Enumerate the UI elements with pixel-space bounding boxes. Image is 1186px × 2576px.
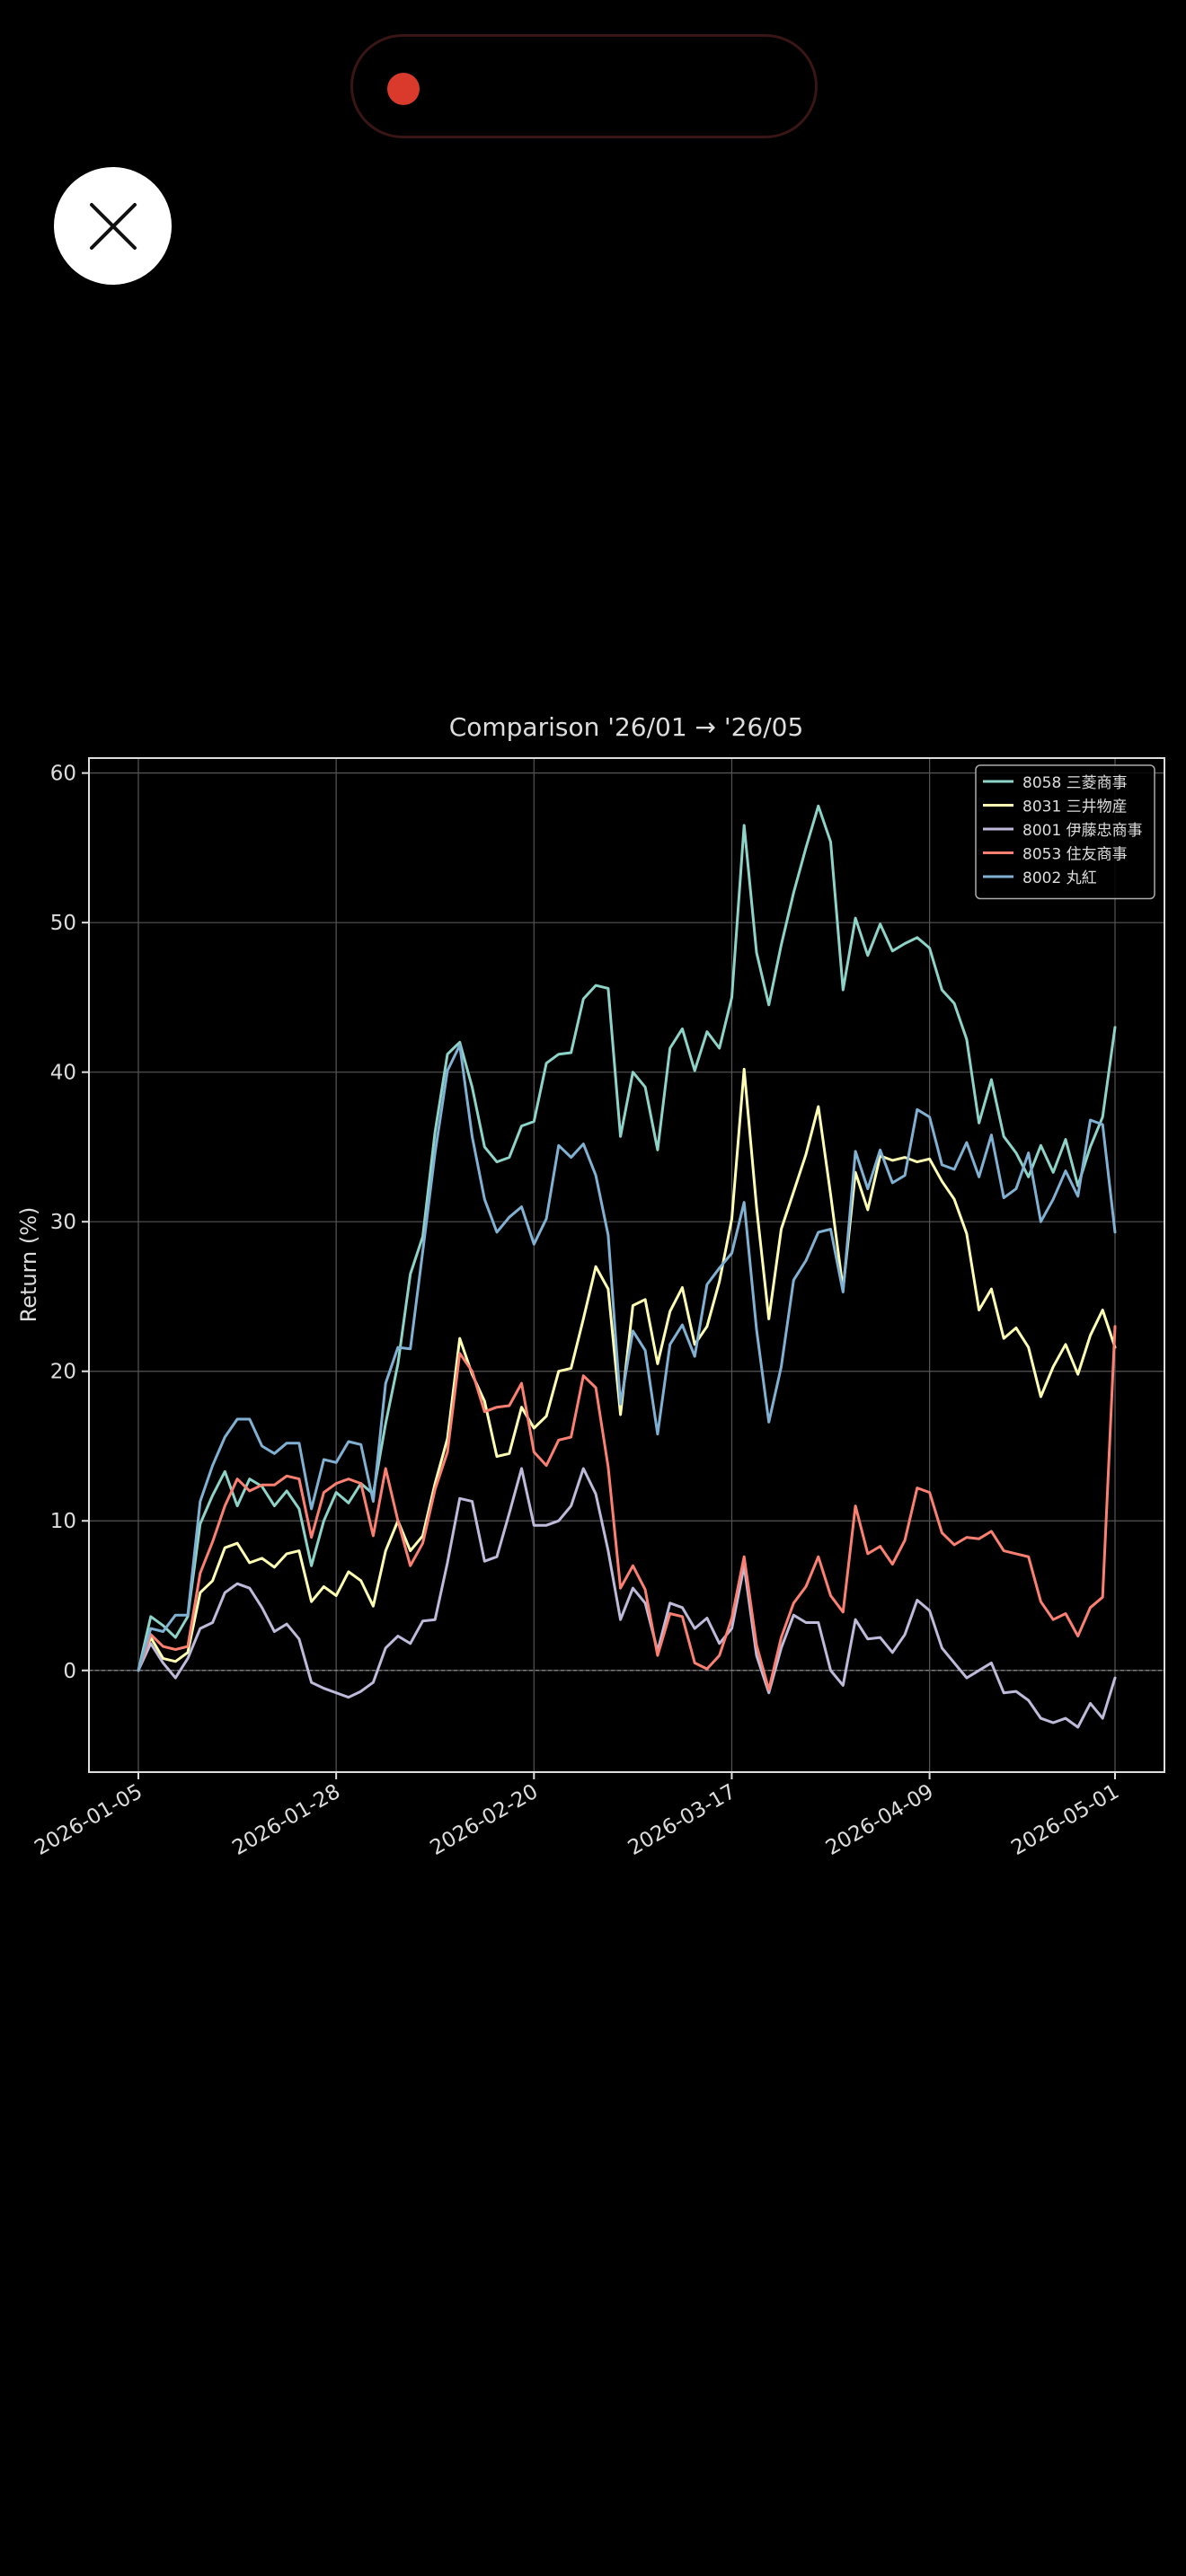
y-axis-label: Return (%): [16, 1207, 41, 1323]
plot-area: [89, 758, 1164, 1772]
series-line-5: [137, 1044, 1117, 1672]
recording-dot-icon: [387, 73, 420, 105]
chart-container: Comparison '26/01 → '26/05 Return (%) 0 1…: [0, 692, 1186, 1877]
y-tick-label: 30: [50, 1211, 76, 1234]
legend-box: [975, 764, 1155, 900]
y-tick-label: 40: [50, 1062, 76, 1085]
legend-label-1: 8058 三菱商事: [1022, 774, 1128, 792]
plot-frame: [88, 757, 1165, 1773]
legend-label-4: 8053 住友商事: [1022, 846, 1128, 864]
x-tick-label: 2026-01-05: [31, 1780, 146, 1860]
y-tick-label: 60: [50, 763, 76, 786]
y-tick-label: 10: [50, 1510, 76, 1533]
close-icon: [89, 202, 137, 250]
x-tick-label: 2026-03-17: [624, 1780, 740, 1860]
y-tick-label: 50: [50, 912, 76, 935]
recording-indicator-pill[interactable]: [350, 34, 818, 138]
legend-label-3: 8001 伊藤忠商事: [1022, 822, 1143, 840]
x-tick-label: 2026-04-09: [822, 1780, 938, 1860]
series-line-1: [137, 804, 1117, 1672]
x-tick-label: 2026-02-20: [427, 1780, 543, 1860]
legend-label-2: 8031 三井物産: [1022, 798, 1128, 816]
return-comparison-chart: Comparison '26/01 → '26/05 Return (%) 0 1…: [16, 712, 1165, 1860]
y-tick-label: 0: [63, 1660, 76, 1683]
x-tick-label: 2026-05-01: [1007, 1780, 1123, 1860]
legend-label-5: 8002 丸紅: [1022, 869, 1097, 887]
chart-title: Comparison '26/01 → '26/05: [449, 712, 804, 742]
y-tick-label: 20: [50, 1361, 76, 1384]
x-tick-label: 2026-01-28: [228, 1780, 344, 1860]
close-button[interactable]: [54, 167, 172, 285]
series-line-4: [137, 1325, 1117, 1691]
series-line-3: [137, 1467, 1117, 1729]
